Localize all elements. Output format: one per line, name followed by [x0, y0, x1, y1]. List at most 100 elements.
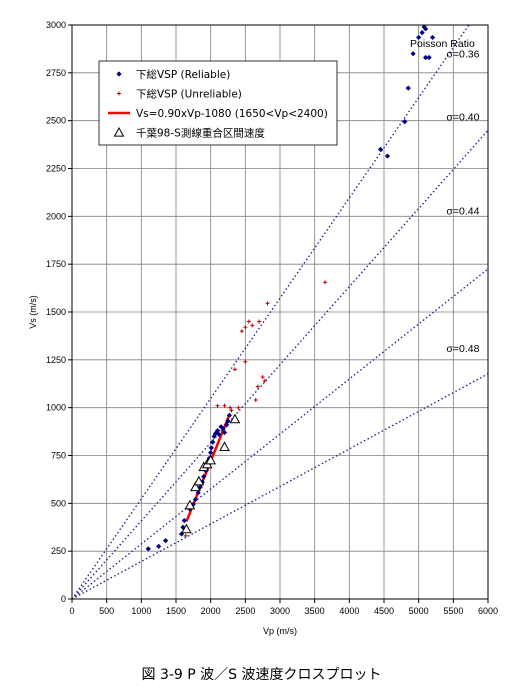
point-series-0 — [163, 538, 169, 544]
point-series-0 — [201, 473, 207, 480]
poisson-line-label: σ=0.48 — [446, 343, 479, 355]
point-series-1 — [257, 319, 262, 324]
poisson-ratio-lines: σ=0.36 σ=0.40 σ=0.44 σ=0.48 — [71, 24, 489, 600]
point-series-1 — [260, 375, 265, 380]
y-tick-label: 0 — [61, 594, 66, 604]
point-series-0 — [145, 546, 151, 552]
point-series-0 — [208, 445, 214, 451]
poisson-line-label: σ=0.36 — [446, 49, 479, 61]
x-tick-label: 3500 — [305, 606, 325, 616]
point-series-2 — [193, 475, 205, 486]
point-series-2 — [219, 441, 230, 451]
point-series-1 — [262, 378, 267, 383]
legend: 下総VSP (Reliable) 下総VSP (Unreliable) Vs=0.9… — [98, 60, 338, 146]
y-tick-label: 1250 — [46, 355, 66, 365]
point-series-1 — [232, 367, 237, 372]
y-axis-label: Vs (m/s) — [28, 295, 38, 329]
poisson-line — [71, 268, 489, 600]
y-tick-label: 250 — [51, 546, 66, 556]
legend-entry-label: 千葉98-S測線重合区間速度 — [136, 127, 265, 140]
point-series-0 — [224, 422, 230, 428]
vp-vs-crossplot: σ=0.36 σ=0.40 σ=0.44 σ=0.48 0 500 1000 1500 200… — [28, 20, 498, 636]
x-tick-label: 5000 — [409, 606, 429, 616]
point-series-0 — [423, 54, 429, 61]
y-tick-label: 3000 — [46, 20, 66, 30]
point-series-1 — [255, 384, 260, 389]
y-tick-label: 750 — [51, 451, 66, 461]
poisson-line-label: σ=0.44 — [446, 205, 479, 217]
point-series-0 — [419, 30, 425, 36]
point-series-0 — [423, 26, 429, 32]
x-tick-label: 2000 — [201, 606, 221, 616]
x-tick-label: 2500 — [235, 606, 255, 616]
point-series-1 — [250, 323, 255, 328]
point-series-0 — [377, 146, 384, 152]
figure-caption: 図 3-9 P 波／S 波速度クロスプロット — [141, 667, 382, 683]
legend-entry-label: 下総VSP (Unreliable) — [136, 88, 242, 101]
x-tick-label: 1000 — [131, 606, 151, 616]
point-series-0 — [216, 431, 222, 438]
point-series-1 — [243, 359, 248, 364]
point-series-0 — [416, 34, 422, 41]
point-series-0 — [156, 543, 162, 549]
y-tick-label: 1750 — [46, 259, 66, 269]
point-series-0 — [221, 429, 228, 436]
point-series-2 — [184, 499, 196, 510]
point-series-0 — [208, 450, 214, 456]
poisson-line — [71, 24, 470, 600]
point-series-1 — [229, 408, 234, 413]
point-series-1 — [215, 403, 220, 408]
legend-swatch — [116, 71, 122, 77]
poisson-line-label: σ=0.40 — [446, 112, 479, 124]
point-series-1 — [265, 301, 270, 306]
point-series-2 — [190, 481, 201, 492]
data-points — [145, 24, 436, 552]
point-series-0 — [402, 119, 408, 125]
point-series-0 — [429, 34, 436, 41]
point-series-0 — [426, 54, 432, 61]
point-series-0 — [218, 424, 224, 430]
point-series-0 — [192, 496, 199, 503]
point-series-1 — [222, 403, 227, 408]
point-series-0 — [210, 439, 216, 445]
poisson-ratio-title: Poisson Ratio — [410, 38, 475, 50]
point-series-1 — [246, 319, 251, 324]
point-series-0 — [225, 418, 231, 424]
point-series-1 — [253, 398, 258, 403]
legend-entry-label: 下総VSP (Reliable) — [136, 68, 230, 81]
legend-entry-label: Vs=0.90xVp-1080 (1650<Vp<2400) — [136, 108, 328, 120]
y-tick-label: 1000 — [46, 403, 66, 413]
point-series-1 — [228, 405, 233, 410]
legend-swatch — [113, 126, 125, 137]
point-series-0 — [410, 51, 416, 57]
poisson-line — [71, 373, 489, 600]
axes: 0 500 1000 1500 2000 2500 3000 3500 4000 4500 5000… — [46, 20, 498, 616]
x-tick-label: 3000 — [270, 606, 290, 616]
x-tick-label: 1500 — [166, 606, 186, 616]
point-series-0 — [405, 85, 411, 91]
y-tick-label: 500 — [51, 498, 66, 508]
x-tick-label: 4000 — [339, 606, 359, 616]
y-tick-label: 2500 — [46, 116, 66, 126]
point-series-0 — [181, 517, 187, 524]
x-tick-label: 500 — [99, 606, 114, 616]
point-series-1 — [243, 325, 248, 330]
y-tick-label: 2000 — [46, 211, 66, 221]
point-series-0 — [195, 490, 201, 496]
poisson-line — [71, 129, 489, 600]
x-tick-label: 5500 — [443, 606, 463, 616]
y-tick-label: 2250 — [46, 164, 66, 174]
point-series-0 — [212, 430, 219, 437]
point-series-1 — [236, 405, 241, 410]
point-series-0 — [226, 412, 232, 418]
point-series-2 — [205, 454, 217, 465]
point-series-1 — [183, 533, 188, 538]
point-series-0 — [215, 428, 221, 434]
x-tick-label: 4500 — [374, 606, 394, 616]
x-tick-label: 6000 — [478, 606, 498, 616]
x-tick-label: 0 — [69, 606, 74, 616]
point-series-0 — [190, 501, 196, 507]
point-series-0 — [384, 153, 391, 159]
point-series-2 — [229, 413, 241, 424]
point-series-2 — [181, 523, 192, 534]
